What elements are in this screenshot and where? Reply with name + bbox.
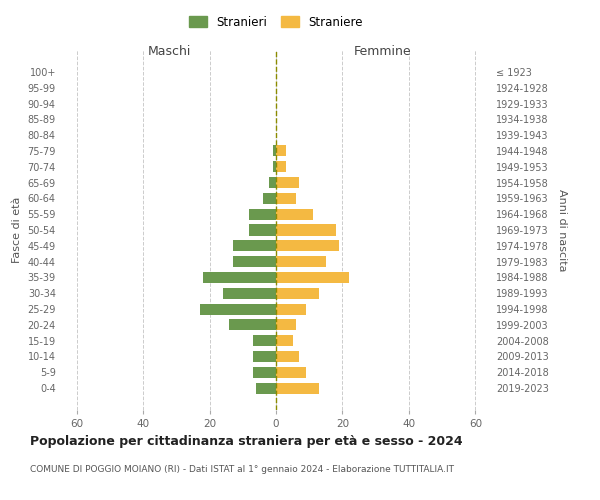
Y-axis label: Anni di nascita: Anni di nascita [557, 188, 568, 271]
Bar [276, 367, 306, 378]
Bar [276, 146, 286, 156]
Bar [263, 193, 276, 204]
Legend: Stranieri, Straniere: Stranieri, Straniere [184, 11, 368, 34]
Bar [276, 208, 313, 220]
Text: Femmine: Femmine [353, 44, 411, 58]
Bar [253, 335, 276, 346]
Bar [276, 161, 286, 172]
Bar [276, 304, 306, 314]
Bar [276, 272, 349, 283]
Text: Popolazione per cittadinanza straniera per età e sesso - 2024: Popolazione per cittadinanza straniera p… [30, 435, 463, 448]
Bar [276, 256, 326, 267]
Bar [253, 351, 276, 362]
Text: COMUNE DI POGGIO MOIANO (RI) - Dati ISTAT al 1° gennaio 2024 - Elaborazione TUTT: COMUNE DI POGGIO MOIANO (RI) - Dati ISTA… [30, 465, 454, 474]
Bar [229, 320, 276, 330]
Y-axis label: Fasce di età: Fasce di età [12, 197, 22, 263]
Bar [233, 256, 276, 267]
Bar [276, 382, 319, 394]
Bar [276, 177, 299, 188]
Bar [256, 382, 276, 394]
Bar [276, 335, 293, 346]
Bar [233, 240, 276, 252]
Bar [276, 320, 296, 330]
Text: Maschi: Maschi [148, 44, 191, 58]
Bar [223, 288, 276, 299]
Bar [276, 351, 299, 362]
Bar [276, 288, 319, 299]
Bar [276, 224, 336, 235]
Bar [203, 272, 276, 283]
Bar [253, 367, 276, 378]
Bar [276, 240, 339, 252]
Bar [272, 146, 276, 156]
Bar [250, 224, 276, 235]
Bar [250, 208, 276, 220]
Bar [269, 177, 276, 188]
Bar [200, 304, 276, 314]
Bar [276, 193, 296, 204]
Bar [272, 161, 276, 172]
